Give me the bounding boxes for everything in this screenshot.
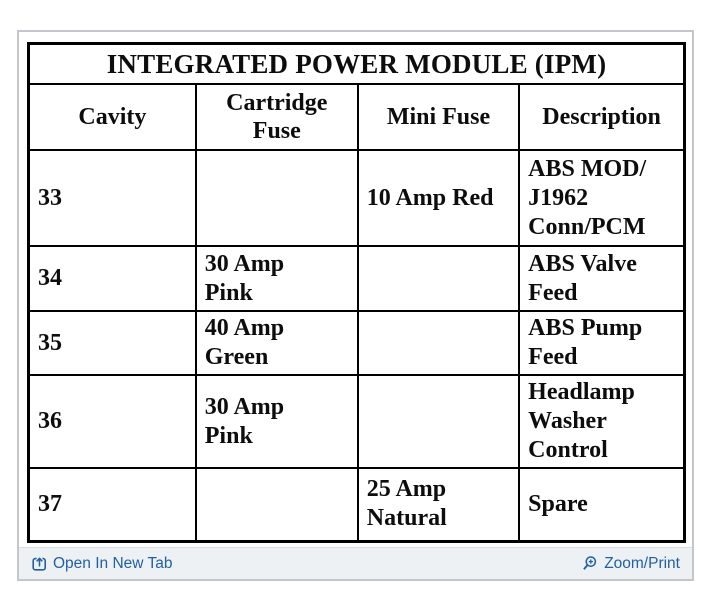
cell-cartridge-fuse [194, 149, 359, 247]
open-in-new-tab-label: Open In New Tab [53, 554, 173, 572]
column-header-cartridge-fuse: Cartridge Fuse [194, 83, 359, 151]
table-row: 34 30 Amp Pink ABS Valve Feed [27, 245, 686, 312]
open-in-new-tab-icon [32, 556, 47, 571]
magnifier-plus-icon [581, 555, 598, 572]
zoom-print-label: Zoom/Print [604, 554, 680, 572]
column-header-mini-fuse: Mini Fuse [356, 83, 521, 151]
cell-description: ABS MOD/ J1962 Conn/PCM [518, 149, 686, 247]
fuse-chart-panel: INTEGRATED POWER MODULE (IPM) Cavity Car… [17, 30, 694, 581]
cell-cavity: 34 [27, 245, 197, 312]
table-title: INTEGRATED POWER MODULE (IPM) [27, 42, 686, 85]
cell-cavity: 35 [27, 310, 197, 376]
open-in-new-tab-link[interactable]: Open In New Tab [32, 548, 172, 579]
cell-cartridge-fuse: 30 Amp Pink [194, 374, 359, 469]
cell-cavity: 36 [27, 374, 197, 469]
cell-cavity: 33 [27, 149, 197, 247]
table-header-row: Cavity Cartridge Fuse Mini Fuse Descript… [27, 83, 686, 151]
cell-description: ABS Valve Feed [518, 245, 686, 312]
table-title-row: INTEGRATED POWER MODULE (IPM) [27, 42, 686, 85]
cell-cavity: 37 [27, 467, 197, 542]
cell-cartridge-fuse: 30 Amp Pink [194, 245, 359, 312]
cell-description: Spare [518, 467, 686, 542]
cell-cartridge-fuse: 40 Amp Green [194, 310, 359, 376]
column-header-cavity: Cavity [27, 83, 197, 151]
column-header-description: Description [518, 83, 686, 151]
cell-description: Headlamp Washer Control [518, 374, 686, 469]
table-row: 37 25 Amp Natural Spare [27, 467, 686, 542]
cell-mini-fuse [356, 374, 521, 469]
zoom-print-link[interactable]: Zoom/Print [581, 548, 680, 579]
cell-mini-fuse [356, 245, 521, 312]
cell-description: ABS Pump Feed [518, 310, 686, 376]
table-row: 33 10 Amp Red ABS MOD/ J1962 Conn/PCM [27, 149, 686, 247]
cell-cartridge-fuse [194, 467, 359, 542]
table-row: 35 40 Amp Green ABS Pump Feed [27, 310, 686, 376]
footer-toolbar: Open In New Tab Zoom/Print [19, 547, 692, 579]
cell-mini-fuse: 10 Amp Red [356, 149, 521, 247]
table-row: 36 30 Amp Pink Headlamp Washer Control [27, 374, 686, 469]
ipm-fuse-table: INTEGRATED POWER MODULE (IPM) Cavity Car… [27, 42, 686, 543]
cell-mini-fuse [356, 310, 521, 376]
cell-mini-fuse: 25 Amp Natural [356, 467, 521, 542]
